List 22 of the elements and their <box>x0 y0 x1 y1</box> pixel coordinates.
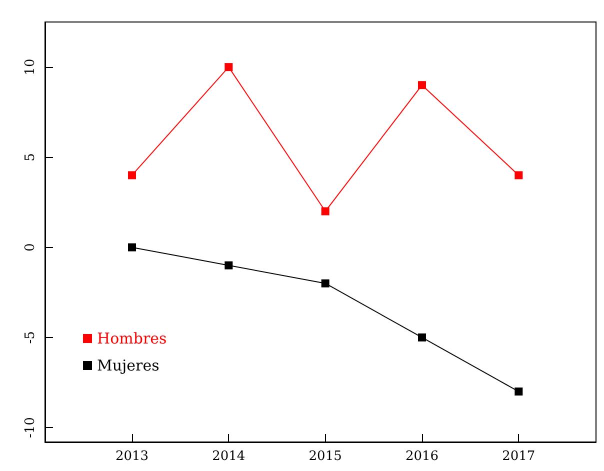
point <box>321 207 330 216</box>
legend-label: Hombres <box>97 330 167 348</box>
y-tick-label: -5 <box>23 331 38 344</box>
y-tick-label: 10 <box>23 58 38 76</box>
point <box>224 63 233 72</box>
y-tick-label: -10 <box>23 417 38 438</box>
x-tick-label: 2013 <box>115 449 149 464</box>
point <box>128 171 136 180</box>
point <box>224 261 233 270</box>
y-tick-label: 5 <box>23 153 38 162</box>
point <box>128 243 136 252</box>
point <box>418 81 426 90</box>
point <box>514 171 523 180</box>
point <box>321 279 330 288</box>
point <box>514 388 523 396</box>
x-tick-label: 2017 <box>502 449 536 464</box>
x-tick-label: 2016 <box>405 449 439 464</box>
x-tick-label: 2015 <box>308 449 342 464</box>
x-tick-label: 2014 <box>212 449 246 464</box>
point <box>418 333 426 342</box>
legend-label: Mujeres <box>97 356 160 374</box>
y-tick-label: 0 <box>23 243 38 252</box>
